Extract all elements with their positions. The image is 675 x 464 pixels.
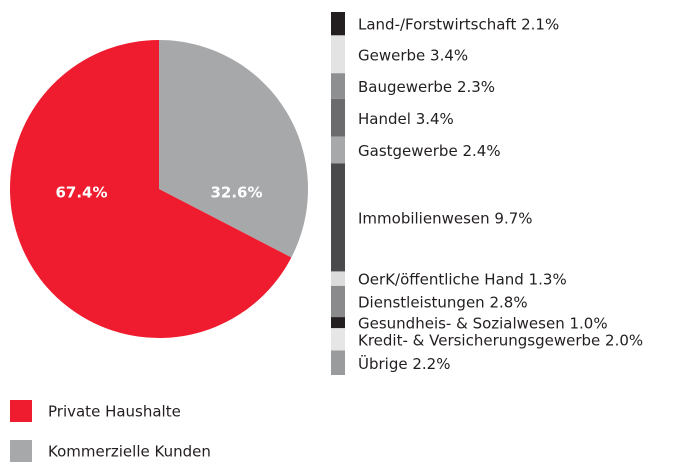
segment-label: OerK/öffentliche Hand 1.3% (358, 270, 567, 288)
segment-name: Gewerbe (358, 46, 425, 64)
segment-label: Übrige 2.2% (358, 353, 450, 372)
segment-label: Land-/Forstwirtschaft 2.1% (358, 15, 559, 33)
segment-value: 3.4% (430, 46, 468, 64)
bar-segment (331, 328, 345, 351)
bar-segment (331, 73, 345, 99)
bar-segment (331, 163, 345, 272)
segment-name: Gesundheis- & Sozialwesen (358, 314, 565, 332)
pie-slice (159, 40, 308, 258)
segment-value: 2.4% (462, 142, 500, 160)
pie-slice (9, 40, 292, 339)
segment-label: Baugewerbe 2.3% (358, 78, 495, 96)
segment-name: Kredit- & Versicherungsgewerbe (358, 331, 600, 349)
segment-label: Immobilienwesen 9.7% (358, 209, 533, 227)
legend-swatch (10, 400, 32, 422)
legend-label: Private Haushalte (48, 403, 181, 421)
segment-label: Dienstleistungen 2.8% (358, 293, 528, 311)
segment-label: Gastgewerbe 2.4% (358, 142, 501, 160)
bar-segment (331, 98, 345, 137)
bar-segment (331, 12, 345, 36)
segment-value: 2.0% (605, 331, 643, 349)
segment-value: 2.2% (412, 354, 450, 372)
legend-swatch (10, 440, 32, 462)
segment-value: 1.0% (570, 314, 608, 332)
segment-name: Land-/Forstwirtschaft (358, 15, 516, 33)
segment-name: Handel (358, 109, 411, 127)
slice-label: 32.6% (210, 184, 262, 202)
segment-name: Übrige (358, 353, 408, 372)
segment-label: Gesundheis- & Sozialwesen 1.0% (358, 314, 608, 332)
segment-value: 2.1% (521, 15, 559, 33)
segment-value: 2.8% (489, 293, 527, 311)
segment-name: Immobilienwesen (358, 209, 490, 227)
bar-segment (331, 350, 345, 375)
segment-value: 2.3% (457, 78, 495, 96)
segment-name: Dienstleistungen (358, 293, 485, 311)
segment-name: OerK/öffentliche Hand (358, 270, 524, 288)
bar-segment (331, 271, 345, 286)
slice-label: 67.4% (55, 184, 107, 202)
segment-label: Kredit- & Versicherungsgewerbe 2.0% (358, 331, 643, 349)
segment-label: Handel 3.4% (358, 109, 454, 127)
segment-value: 9.7% (494, 209, 532, 227)
segment-value: 3.4% (416, 109, 454, 127)
bar-segment (331, 136, 345, 164)
segment-name: Baugewerbe (358, 78, 452, 96)
segment-label: Gewerbe 3.4% (358, 46, 468, 64)
bar-segment (331, 285, 345, 318)
segment-value: 1.3% (529, 270, 567, 288)
bar-segment (331, 35, 345, 74)
segment-name: Gastgewerbe (358, 142, 458, 160)
legend-label: Kommerzielle Kunden (48, 443, 211, 461)
bar-segment (331, 317, 345, 329)
